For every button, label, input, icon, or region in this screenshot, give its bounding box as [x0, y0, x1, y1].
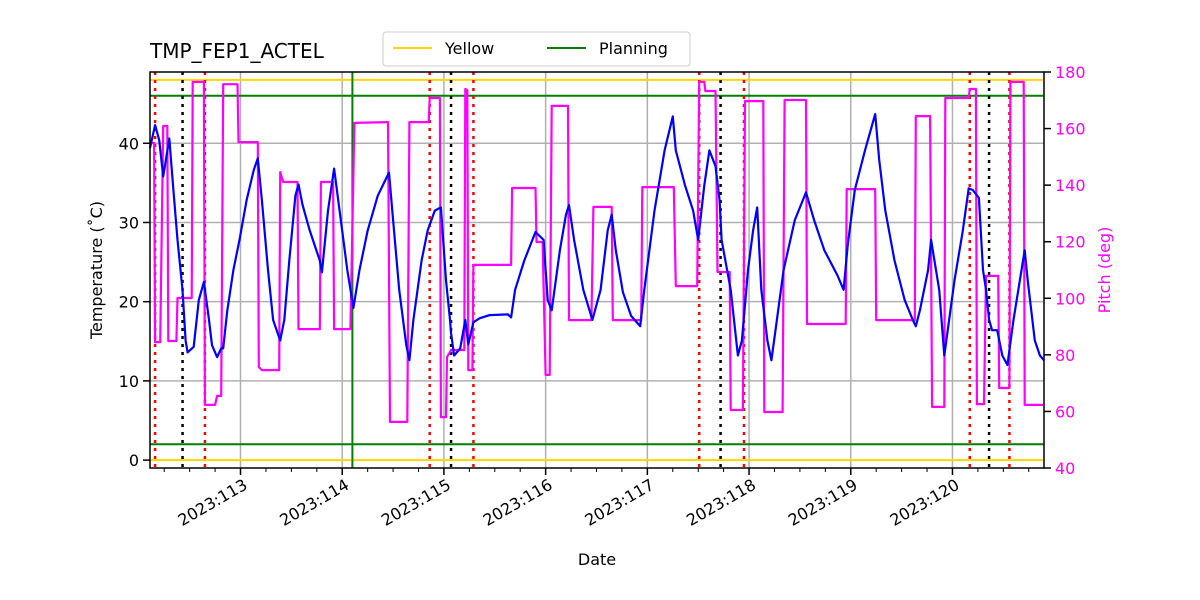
y-tick-label: 0: [129, 451, 139, 470]
y-tick-label: 20: [119, 293, 139, 312]
y-tick-label: 30: [119, 213, 139, 232]
x-axis-label: Date: [578, 550, 616, 569]
y2-tick-label: 140: [1055, 176, 1086, 195]
y2-tick-label: 100: [1055, 289, 1086, 308]
y2-tick-label: 60: [1055, 402, 1075, 421]
pitch-series-line: [150, 80, 1044, 423]
plot-frame: [149, 71, 1045, 469]
series-lines: [148, 80, 1045, 423]
legend: Yellow Planning: [382, 31, 691, 67]
y2-tick-label: 160: [1055, 120, 1086, 139]
legend-box: [382, 31, 691, 67]
legend-label-planning: Planning: [599, 39, 668, 58]
y-axis-label: Temperature (˚C): [87, 201, 106, 340]
y-tick-label: 40: [119, 134, 139, 153]
y2-axis-label: Pitch (deg): [1095, 227, 1114, 314]
y2-tick-label: 180: [1055, 63, 1086, 82]
y-tick-label: 10: [119, 372, 139, 391]
y2-tick-label: 40: [1055, 459, 1075, 478]
temperature-series-line: [148, 112, 1045, 367]
y2-tick-label: 120: [1055, 233, 1086, 252]
y2-tick-label: 80: [1055, 346, 1075, 365]
legend-label-yellow: Yellow: [444, 39, 494, 58]
chart-title: TMP_FEP1_ACTEL: [149, 39, 325, 63]
